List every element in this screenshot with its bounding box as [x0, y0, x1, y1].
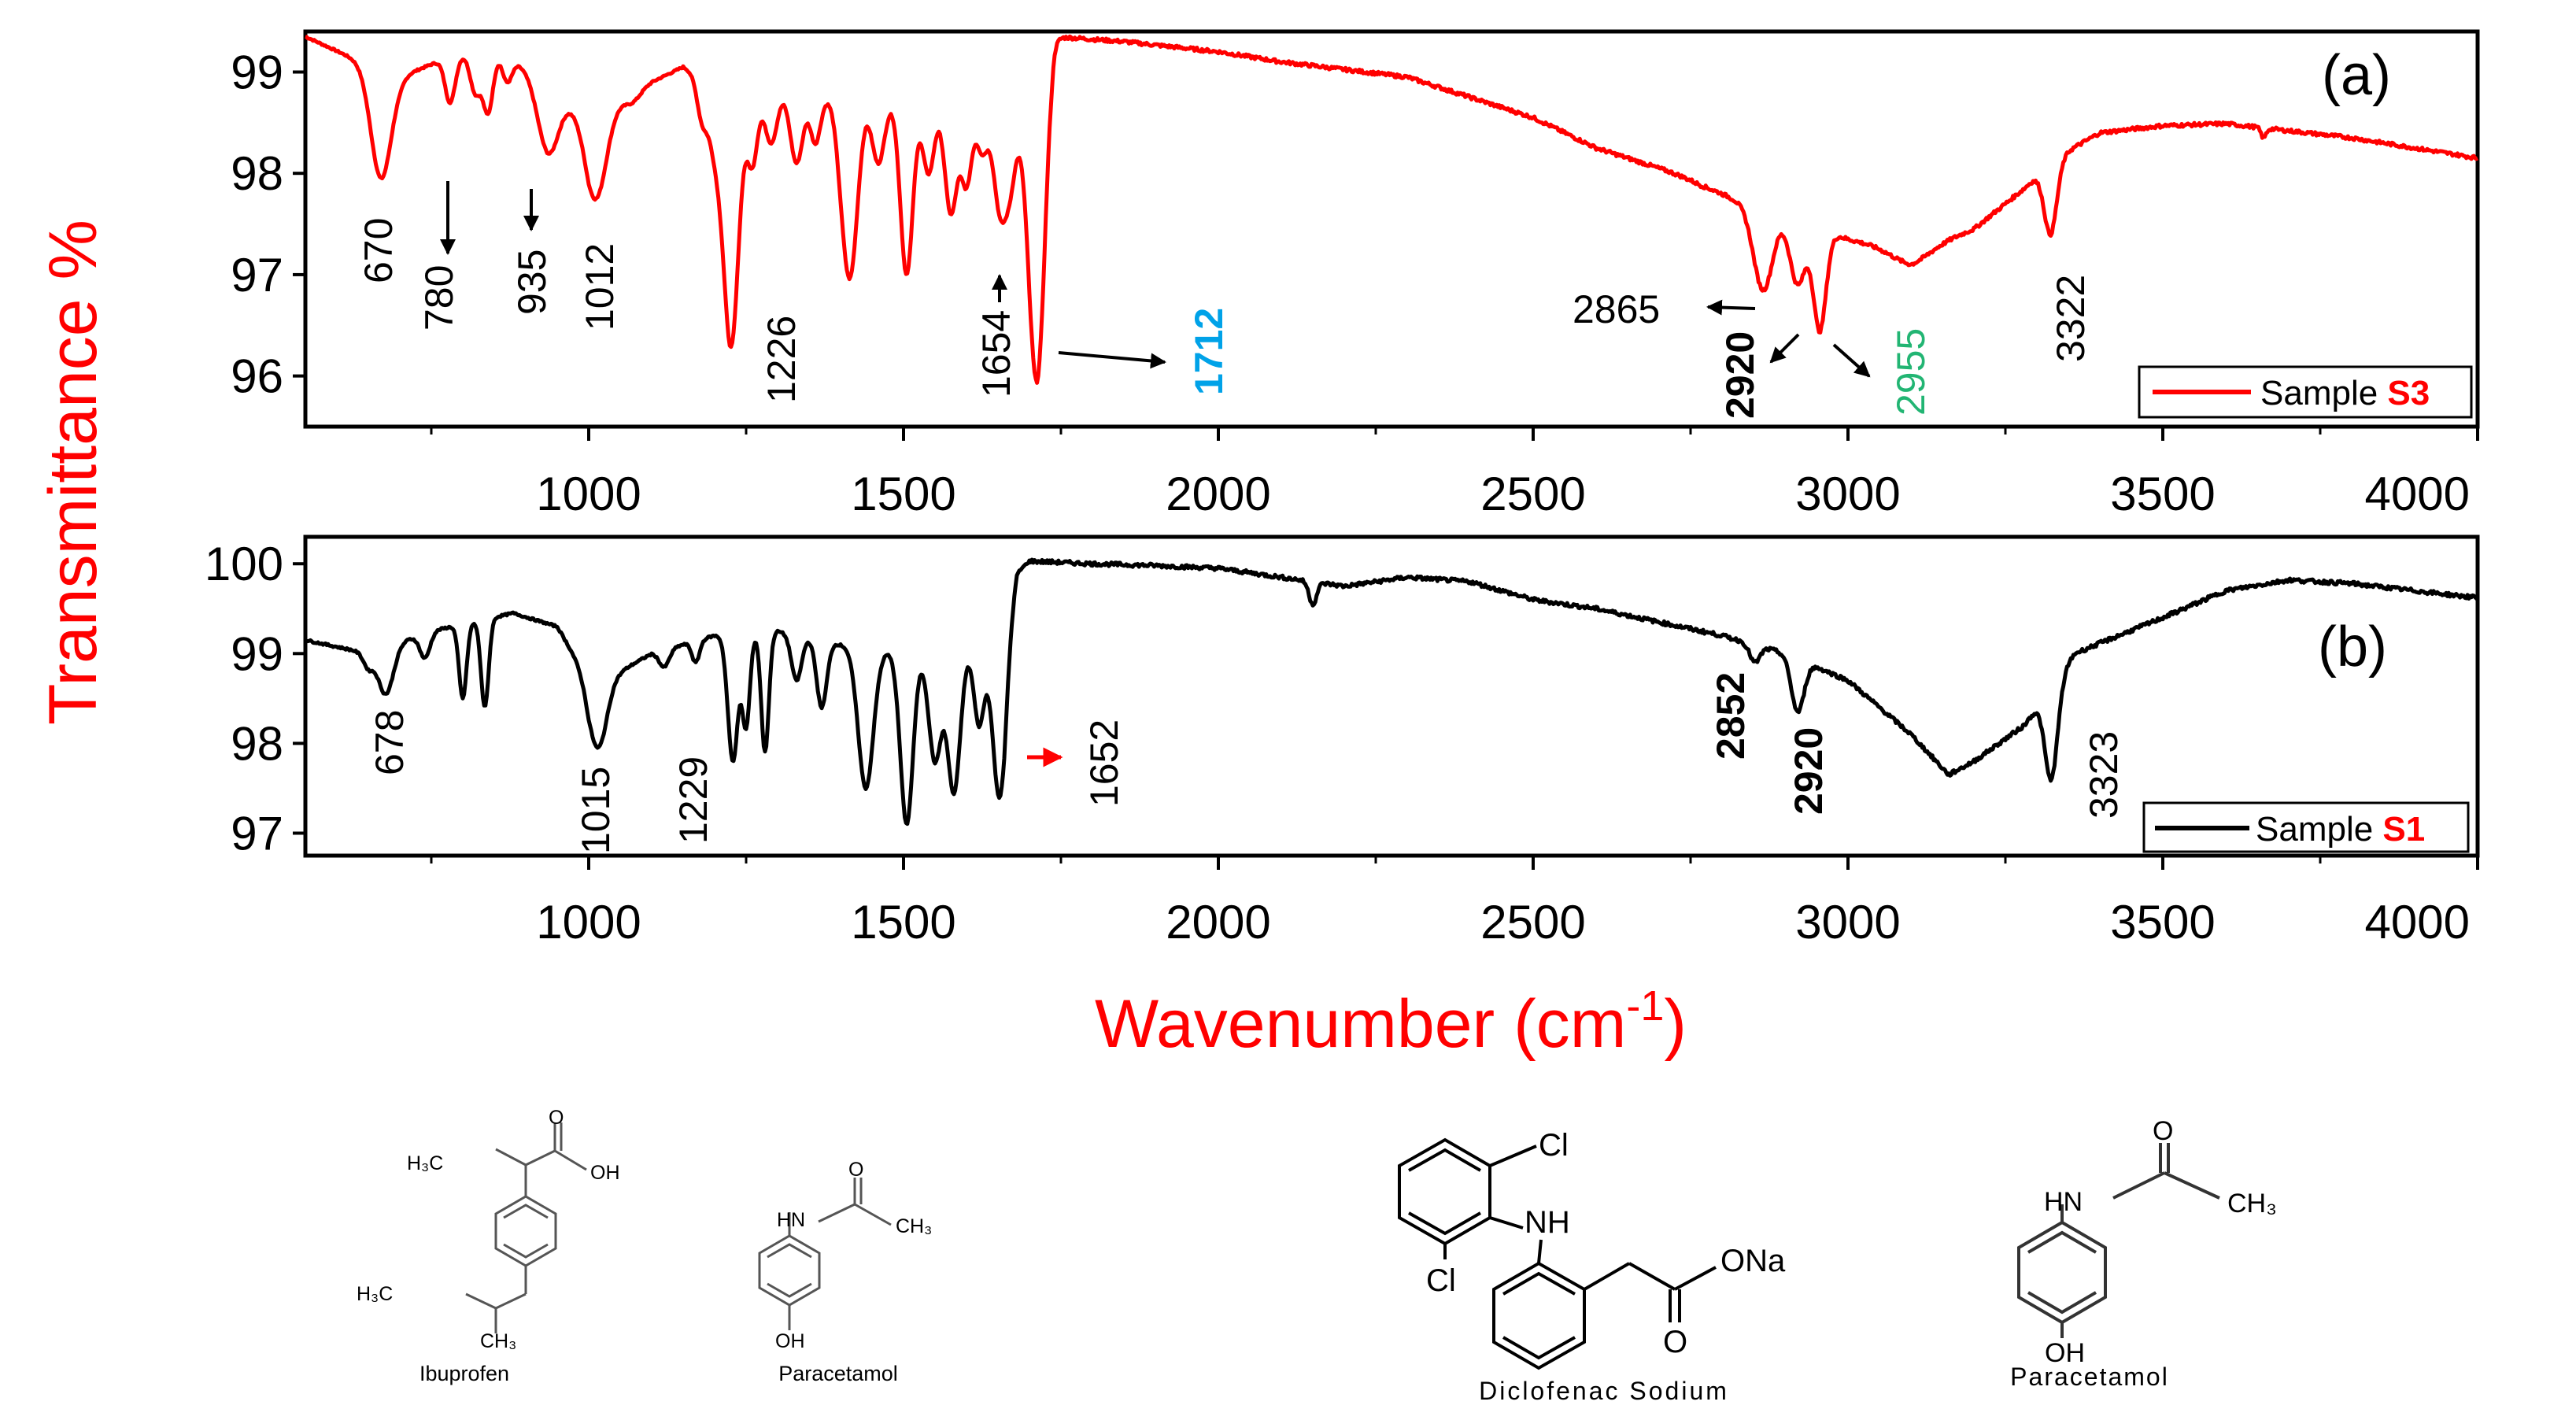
ibuprofen-ch3: CH₃: [480, 1330, 516, 1352]
panel-b-tag: (b): [2318, 616, 2387, 679]
paracetamol-large-oh: OH: [2045, 1338, 2085, 1368]
paracetamol-small-hn: HN: [777, 1209, 805, 1231]
arrow-2920: [1769, 333, 1800, 364]
x-axis-label: Wavenumber (cm-1): [1095, 982, 1687, 1062]
peak-label-1654: 1654: [974, 310, 1018, 398]
paracetamol-large-structure: [2017, 1143, 2220, 1338]
panel-a-x-tick-label-3500: 3500: [2110, 468, 2215, 520]
arrow-2865: [1706, 299, 1756, 316]
diclofenac-cl-left: Cl: [1426, 1263, 1456, 1298]
panel-a-y-tick-label-97: 97: [231, 249, 283, 301]
x-axis-label-main: Wavenumber (cm: [1095, 986, 1626, 1062]
panel-b-x-tick-label-2000: 2000: [1166, 896, 1270, 949]
peak-label-935: 935: [510, 250, 554, 315]
panel-b-x-tick-label-3500: 3500: [2110, 896, 2215, 949]
panel-b-y-tick-label-97: 97: [231, 807, 283, 860]
arrow-2955: [1832, 343, 1871, 378]
peak-label-1012: 1012: [578, 243, 622, 331]
legend-s1-id: S1: [2382, 810, 2425, 849]
paracetamol-small-o: O: [848, 1159, 863, 1181]
panel-a-x-tick-label-2500: 2500: [1480, 468, 1585, 520]
panel-b-y-tick-label-98: 98: [231, 717, 283, 770]
legend-s3-prefix: Sample: [2260, 374, 2378, 412]
x-axis-label-sup: -1: [1626, 982, 1664, 1030]
diclofenac-nh: NH: [1525, 1205, 1570, 1240]
diclofenac-ona: ONa: [1720, 1244, 1786, 1278]
ibuprofen-structure: [465, 1122, 587, 1333]
ibuprofen-h3c-bottom: H₃C: [357, 1283, 393, 1305]
legend-s3-label: Sample S3: [2260, 374, 2430, 412]
panel-b-x-tick-label-4000: 4000: [2365, 896, 2470, 949]
peak-label-1652: 1652: [1082, 719, 1126, 807]
ibuprofen-h3c-top: H₃C: [407, 1152, 443, 1174]
panel-b-y-tick-label-99: 99: [231, 627, 283, 680]
paracetamol-small-ch3: CH₃: [896, 1215, 932, 1237]
peak-label-1015: 1015: [574, 767, 618, 854]
panel-a-y-ticks: 96 97 98 99: [231, 46, 305, 403]
ibuprofen-o: O: [549, 1107, 564, 1129]
peak-label-3322: 3322: [2049, 275, 2093, 362]
spectrum-line-s1: [305, 557, 2479, 826]
diclofenac-o: O: [1663, 1325, 1687, 1359]
peak-label-1226: 1226: [759, 316, 804, 403]
panel-a-frame: [303, 29, 2480, 429]
peak-label-2920: 2920: [1718, 331, 1762, 419]
paracetamol-small-name: Paracetamol: [778, 1362, 898, 1385]
ibuprofen-oh: OH: [590, 1162, 620, 1184]
panel-a-x-tick-label-2000: 2000: [1166, 468, 1270, 520]
y-axis-label: Transmittance %: [35, 220, 111, 725]
legend-s3-id: S3: [2387, 374, 2430, 412]
peak-label-2955: 2955: [1889, 328, 1933, 416]
panel-a-x-tick-label-1000: 1000: [536, 468, 641, 520]
panel-a-y-tick-label-99: 99: [231, 46, 283, 98]
diclofenac-name: Diclofenac Sodium: [1479, 1377, 1729, 1405]
paracetamol-small-oh: OH: [775, 1330, 805, 1352]
panel-b-x-tick-label-2500: 2500: [1480, 896, 1585, 949]
legend-s1-label: Sample S1: [2256, 810, 2425, 849]
diclofenac-cl-top: Cl: [1539, 1128, 1569, 1163]
arrow-1712: [1058, 351, 1166, 369]
panel-a-y-tick-label-96: 96: [231, 350, 283, 403]
panel-b-frame: [303, 534, 2480, 858]
panel-a-x-ticks: 1000 1500 2000 2500 3000 3500 4000: [430, 427, 2479, 520]
paracetamol-large-ch3: CH₃: [2227, 1189, 2277, 1218]
peak-label-1712: 1712: [1187, 308, 1231, 395]
panel-b-y-ticks: 97 98 99 100: [205, 538, 305, 860]
peak-label-670: 670: [357, 218, 401, 283]
paracetamol-large-name: Paracetamol: [2010, 1363, 2169, 1391]
ibuprofen-name: Ibuprofen: [419, 1362, 509, 1385]
paracetamol-large-hn: HN: [2044, 1187, 2083, 1217]
peak-label-2852: 2852: [1709, 672, 1753, 760]
panel-a-x-tick-label-1500: 1500: [851, 468, 955, 520]
panel-b-y-tick-label-100: 100: [205, 538, 283, 590]
x-axis-label-close: ): [1664, 986, 1687, 1062]
peak-label-678: 678: [368, 710, 412, 775]
diclofenac-structure: [1398, 1137, 1717, 1370]
peak-label-1229: 1229: [671, 756, 715, 844]
panel-a-x-tick-label-3000: 3000: [1795, 468, 1900, 520]
peak-label-2920: 2920: [1787, 727, 1831, 815]
paracetamol-small-structure: [758, 1178, 892, 1330]
peak-label-780: 780: [417, 265, 461, 331]
peak-label-2865: 2865: [1573, 287, 1660, 331]
panel-b-x-tick-label-1500: 1500: [851, 896, 955, 949]
panel-a-x-tick-label-4000: 4000: [2365, 468, 2470, 520]
spectrum-line-s3: [305, 34, 2479, 385]
paracetamol-large-o: O: [2153, 1116, 2173, 1146]
peak-label-3323: 3323: [2082, 731, 2126, 819]
panel-a-y-tick-label-98: 98: [231, 147, 283, 200]
panel-b-x-tick-label-1000: 1000: [536, 896, 641, 949]
legend-s1-prefix: Sample: [2256, 810, 2373, 849]
panel-b-x-ticks: 1000 1500 2000 2500 3000 3500 4000: [430, 856, 2479, 949]
panel-a-tag: (a): [2322, 44, 2391, 107]
panel-b-x-tick-label-3000: 3000: [1795, 896, 1900, 949]
